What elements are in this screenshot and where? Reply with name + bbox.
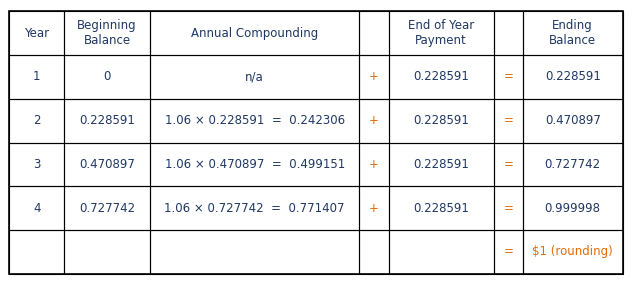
Bar [494, 11, 523, 55]
Bar [64, 230, 150, 274]
Bar [9, 186, 64, 230]
Bar [389, 186, 494, 230]
Bar [360, 230, 389, 274]
Bar [523, 55, 623, 99]
Bar [494, 142, 523, 186]
Text: Annual Compounding: Annual Compounding [191, 27, 319, 40]
Bar [389, 230, 494, 274]
Text: 1.06 × 0.470897  =  0.499151: 1.06 × 0.470897 = 0.499151 [164, 158, 345, 171]
Bar [360, 186, 389, 230]
Text: 0.228591: 0.228591 [545, 70, 600, 84]
Bar [150, 142, 360, 186]
Text: 0.470897: 0.470897 [545, 114, 600, 127]
Text: 0.228591: 0.228591 [413, 114, 469, 127]
Bar [64, 142, 150, 186]
Bar [9, 11, 64, 55]
Bar [494, 55, 523, 99]
Text: +: + [369, 201, 379, 215]
Bar [150, 55, 360, 99]
Bar [360, 99, 389, 142]
Bar [389, 11, 494, 55]
Text: +: + [369, 114, 379, 127]
Text: 0.228591: 0.228591 [413, 201, 469, 215]
Text: 2: 2 [33, 114, 40, 127]
Text: 0.228591: 0.228591 [413, 158, 469, 171]
Text: 0.727742: 0.727742 [545, 158, 601, 171]
Bar [64, 55, 150, 99]
Text: =: = [503, 201, 513, 215]
Text: 0.228591: 0.228591 [79, 114, 135, 127]
Bar [9, 55, 64, 99]
Text: Beginning
Balance: Beginning Balance [77, 19, 137, 47]
Bar [523, 11, 623, 55]
Bar [360, 55, 389, 99]
Text: 0.999998: 0.999998 [545, 201, 601, 215]
Text: 1.06 × 0.727742  =  0.771407: 1.06 × 0.727742 = 0.771407 [164, 201, 345, 215]
Bar [523, 142, 623, 186]
Text: 0: 0 [103, 70, 111, 84]
Text: +: + [369, 70, 379, 84]
Bar [150, 11, 360, 55]
Text: =: = [503, 245, 513, 258]
Text: 0.228591: 0.228591 [413, 70, 469, 84]
Bar [389, 142, 494, 186]
Bar [150, 230, 360, 274]
Bar [360, 142, 389, 186]
Text: Ending
Balance: Ending Balance [549, 19, 597, 47]
Bar [389, 99, 494, 142]
Text: 0.470897: 0.470897 [79, 158, 135, 171]
Bar [9, 230, 64, 274]
Bar [64, 186, 150, 230]
Bar [150, 99, 360, 142]
Bar [389, 55, 494, 99]
Text: End of Year
Payment: End of Year Payment [408, 19, 475, 47]
Bar [9, 99, 64, 142]
Text: 3: 3 [33, 158, 40, 171]
Bar [494, 186, 523, 230]
Bar [494, 99, 523, 142]
Text: Year: Year [24, 27, 49, 40]
Bar [523, 186, 623, 230]
Text: 0.727742: 0.727742 [79, 201, 135, 215]
Bar [494, 230, 523, 274]
Bar [523, 230, 623, 274]
Text: +: + [369, 158, 379, 171]
Bar [9, 142, 64, 186]
Text: 1: 1 [33, 70, 40, 84]
Text: 1.06 × 0.228591  =  0.242306: 1.06 × 0.228591 = 0.242306 [164, 114, 345, 127]
Bar [523, 99, 623, 142]
Text: =: = [503, 114, 513, 127]
Bar [360, 11, 389, 55]
Text: =: = [503, 158, 513, 171]
Text: n/a: n/a [245, 70, 264, 84]
Bar [64, 11, 150, 55]
Text: =: = [503, 70, 513, 84]
Bar [64, 99, 150, 142]
Text: 4: 4 [33, 201, 40, 215]
Text: $1 (rounding): $1 (rounding) [532, 245, 613, 258]
Bar [150, 186, 360, 230]
